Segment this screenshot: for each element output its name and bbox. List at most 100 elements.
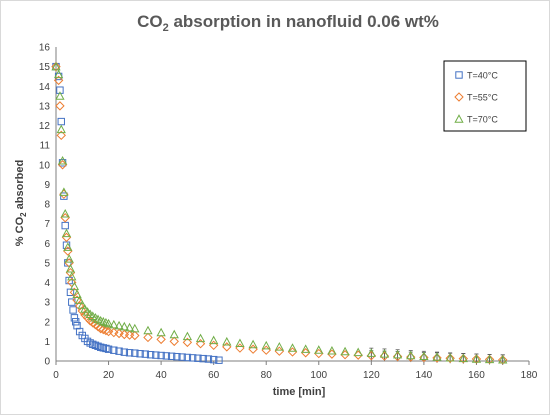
- data-point: [119, 321, 129, 331]
- data-point: [73, 321, 81, 330]
- y-tick-label: 7: [44, 219, 50, 230]
- data-point: [235, 338, 245, 348]
- data-point: [61, 228, 72, 238]
- data-point: [432, 353, 442, 363]
- data-point: [222, 336, 232, 346]
- data-point: [432, 352, 442, 361]
- data-point: [55, 101, 65, 111]
- y-tick-label: 9: [44, 180, 50, 191]
- data-point: [60, 208, 70, 218]
- data-point: [65, 267, 76, 278]
- series-2: [51, 61, 508, 365]
- data-point: [69, 306, 77, 314]
- data-point: [103, 326, 114, 337]
- data-point: [51, 61, 61, 72]
- data-point: [109, 327, 119, 338]
- data-point: [300, 348, 311, 358]
- y-axis-title-subscript: 2: [19, 212, 28, 217]
- y-tick-label: 3: [44, 298, 50, 309]
- data-point: [458, 353, 468, 363]
- series-1: [52, 62, 223, 364]
- data-point: [471, 354, 482, 363]
- data-point: [327, 345, 337, 355]
- data-point: [59, 187, 69, 196]
- x-tick-label: 80: [261, 370, 273, 381]
- data-point: [60, 192, 68, 200]
- data-point: [89, 340, 97, 349]
- x-tick-label: 0: [53, 370, 59, 381]
- legend-box: [443, 60, 527, 132]
- data-point: [63, 246, 73, 256]
- plot-area: [51, 61, 508, 365]
- data-point: [143, 332, 153, 343]
- tick-labels: 0 20 40 60 80 100 120 140 160 1800123456789101112…: [39, 43, 538, 382]
- data-point: [445, 353, 455, 363]
- data-point: [61, 221, 69, 230]
- data-point: [125, 349, 134, 357]
- x-tick-label: 120: [363, 370, 380, 381]
- chart-title-subscript: 2: [163, 22, 169, 34]
- data-point: [101, 325, 111, 336]
- data-point: [204, 355, 213, 363]
- data-point: [109, 319, 119, 329]
- data-point: [75, 295, 85, 304]
- data-point: [75, 327, 84, 336]
- data-point: [63, 242, 73, 251]
- data-point: [156, 327, 166, 337]
- data-point: [51, 61, 61, 71]
- y-tick-label: 15: [39, 62, 51, 73]
- data-point: [115, 347, 123, 355]
- data-point: [110, 346, 118, 354]
- legend-label: T=70°C: [467, 115, 498, 125]
- data-point: [56, 86, 64, 94]
- data-point: [130, 323, 140, 333]
- data-point: [102, 344, 110, 353]
- data-point: [57, 160, 68, 170]
- data-point: [65, 263, 76, 273]
- data-point: [209, 335, 219, 345]
- data-point: [98, 316, 108, 326]
- data-point: [379, 349, 390, 358]
- legend-label: T=55°C: [467, 93, 498, 103]
- data-point: [70, 314, 79, 322]
- data-point: [199, 354, 207, 363]
- y-tick-label: 4: [44, 278, 50, 289]
- data-point: [261, 340, 271, 350]
- x-tick-label: 160: [468, 370, 485, 381]
- data-point: [498, 355, 508, 365]
- data-point: [222, 342, 232, 352]
- y-axis-title: % CO2 absorbed: [14, 160, 28, 246]
- data-point: [484, 354, 495, 364]
- y-tick-label: 8: [44, 200, 50, 211]
- data-point: [162, 352, 171, 360]
- data-point: [392, 349, 403, 359]
- x-tick-label: 60: [208, 370, 220, 381]
- data-point: [64, 254, 74, 263]
- data-point: [114, 328, 124, 339]
- data-point: [484, 354, 495, 365]
- data-point: [194, 354, 202, 362]
- legend-label: T=40°C: [467, 71, 498, 81]
- chart-title-main: CO: [137, 12, 163, 31]
- data-point: [130, 330, 140, 341]
- data-point: [143, 325, 153, 335]
- data-point: [94, 342, 102, 350]
- y-tick-label: 5: [44, 258, 50, 269]
- data-point: [195, 339, 206, 349]
- x-axis-title: time [min]: [273, 386, 326, 398]
- y-tick-label: 13: [39, 101, 51, 112]
- x-tick-label: 100: [310, 370, 327, 381]
- data-point: [99, 344, 107, 352]
- data-point: [152, 351, 160, 359]
- data-point: [274, 342, 285, 351]
- y-tick-label: 11: [40, 141, 51, 152]
- data-point: [91, 341, 100, 350]
- data-point: [353, 347, 363, 357]
- data-point: [178, 353, 186, 361]
- data-point: [188, 354, 197, 362]
- data-point: [182, 337, 193, 348]
- data-point: [96, 343, 105, 351]
- data-point: [366, 348, 376, 357]
